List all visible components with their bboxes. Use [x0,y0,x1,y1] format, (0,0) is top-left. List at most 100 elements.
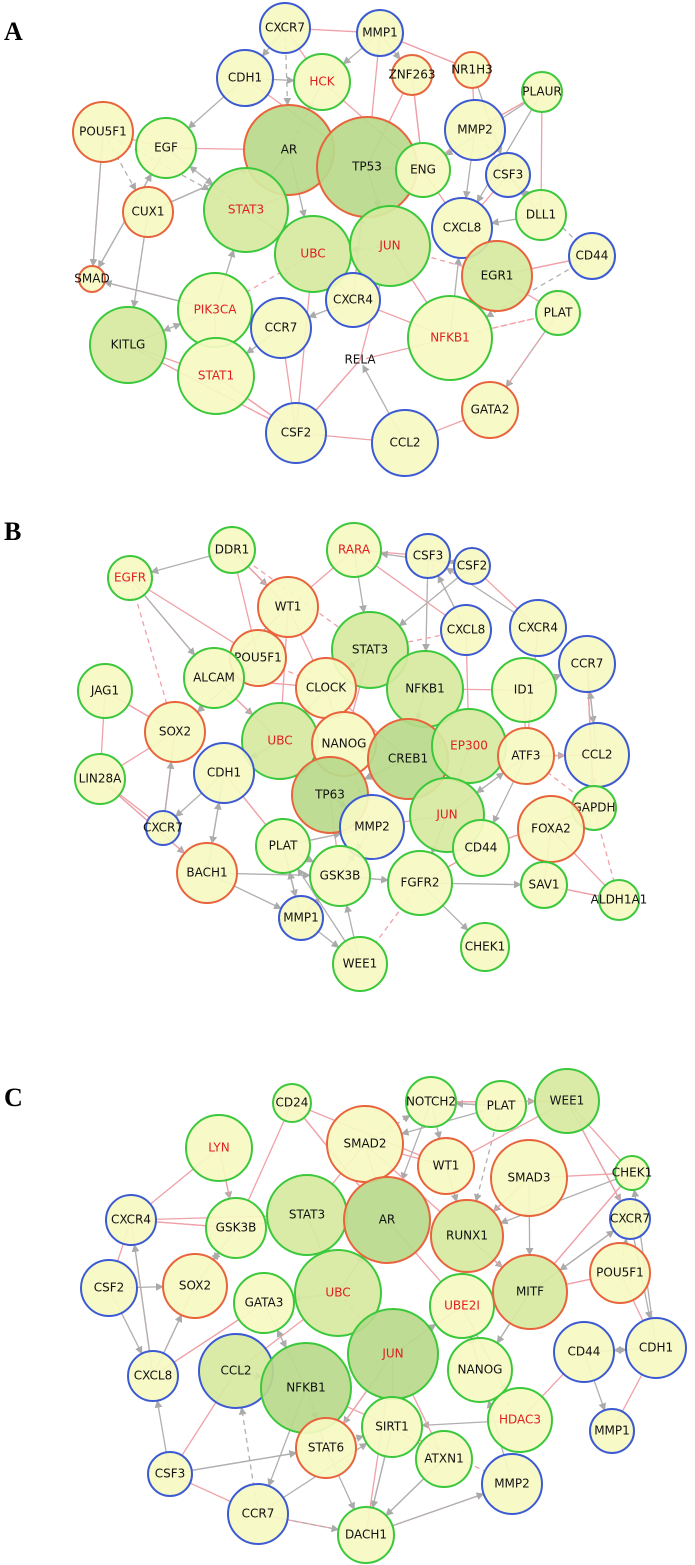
node-label: NFKB1 [430,331,470,345]
node [447,1337,513,1403]
node [135,117,197,179]
node [490,1139,568,1217]
node-label: CXCL8 [443,221,481,235]
node-label: RELA [344,353,376,367]
node-label: ATXN1 [424,1452,463,1466]
node [453,547,491,585]
node-label: PLAT [544,306,573,320]
node-label: CXCL8 [134,1369,172,1383]
node [332,936,388,992]
node-label: AR [379,1213,396,1227]
node-label: TP53 [351,160,382,174]
node-label: GAPDH [572,801,615,815]
node-label: LIN28A [79,772,122,786]
node-label: PLAUR [522,85,562,99]
node [487,1387,553,1453]
node-label: CHEK1 [465,940,506,954]
node-label: JUN [381,1347,403,1361]
node [517,795,585,863]
node [405,1076,457,1128]
node-label: SMAD3 [507,1171,550,1185]
node [278,895,324,941]
node-label: BACH1 [186,866,227,880]
node [185,1114,253,1182]
node-label: CXCR4 [518,621,558,635]
node-label: CDH1 [207,766,241,780]
node [325,272,381,328]
node-label: FOXA2 [531,822,571,836]
edge [282,845,315,863]
node [415,1430,473,1488]
node-label: CLOCK [306,681,347,695]
node-label: ID1 [514,683,534,697]
node [535,290,581,336]
node [497,727,555,785]
node-label: HCK [309,75,335,89]
node [558,635,616,693]
node [216,49,274,107]
node [485,152,531,198]
node-label: PLAT [487,1099,516,1113]
node [356,9,404,57]
node-label: UBC [325,1286,350,1300]
node [520,861,568,909]
node [205,1197,267,1259]
node-label: STAT6 [308,1441,344,1455]
node-label: MMP2 [494,1477,530,1491]
node [255,818,311,874]
node-label: STAT1 [198,369,234,383]
node [177,337,255,415]
node [193,742,255,804]
node-label: NOTCH2 [406,1095,456,1109]
node-label: STAT3 [228,203,264,217]
panel-label: A [4,17,23,46]
node [309,845,371,907]
node [509,599,567,657]
node-label: KITLG [111,338,146,352]
edge [474,1105,502,1202]
node [145,810,181,846]
node [265,402,327,464]
node-label: STAT3 [352,643,388,657]
edge [283,668,327,689]
node [295,1417,357,1479]
node-label: CD44 [568,1345,601,1359]
edge [449,317,537,339]
node [250,297,312,359]
node-label: POU5F1 [234,651,282,665]
node-label: EP300 [450,739,488,753]
node [614,1155,650,1191]
node-label: RUNX1 [446,1229,488,1243]
node [568,232,616,280]
node [430,1199,504,1273]
node [440,604,492,656]
panel-label: B [4,517,21,546]
node-label: CSF3 [493,168,524,182]
node-label: PIK3CA [194,303,238,317]
node-label: CXCR4 [111,1213,151,1227]
node-label: NFKB1 [405,682,445,696]
node [481,1453,543,1515]
node [515,189,567,241]
node-label: DACH1 [345,1528,387,1542]
node [361,1396,423,1458]
node-label: JUN [378,239,400,253]
node [598,879,640,921]
node-label: STAT3 [289,1208,325,1222]
node [371,409,439,477]
node-label: SAV1 [528,878,559,892]
edge [553,1172,633,1265]
node-label: MMP2 [354,820,390,834]
node [227,1483,289,1545]
node [461,240,533,312]
node [395,142,451,198]
node [521,71,563,113]
node [74,753,126,805]
node-label: CXCL8 [447,623,485,637]
node-label: UBC [300,247,325,261]
node-label: WEE1 [343,957,378,971]
node [553,1321,615,1383]
node-label: MMP1 [283,911,319,925]
node-label: CCL2 [581,748,612,762]
